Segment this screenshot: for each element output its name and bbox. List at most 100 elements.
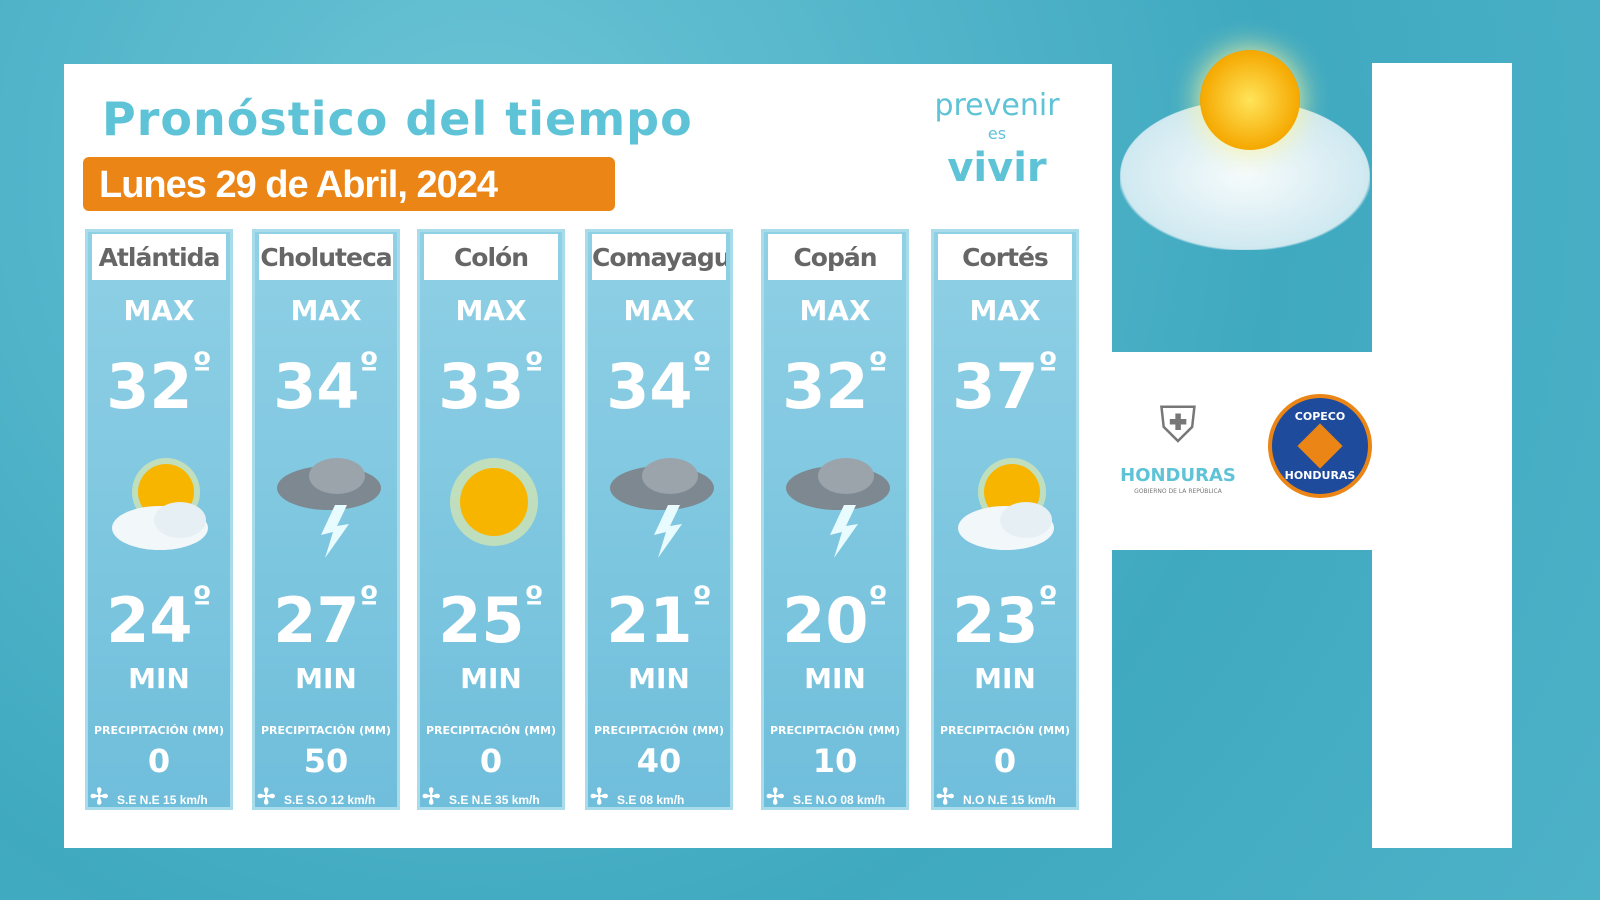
min-temperature: 23º — [934, 580, 1076, 657]
honduras-logo-text: HONDURAS — [1120, 465, 1236, 486]
min-label: MIN — [628, 662, 690, 695]
precipitation-value: 0 — [993, 742, 1017, 780]
max-value: 32 — [782, 350, 869, 423]
degree-sign: º — [524, 346, 544, 386]
precipitation-label: PRECIPITACIÓN (MM) — [939, 724, 1071, 737]
precipitation-label: PRECIPITACIÓN (MM) — [93, 724, 225, 737]
copeco-logo: COPECO HONDURAS — [1268, 394, 1372, 498]
min-temperature: 20º — [764, 580, 906, 657]
partly-sunny-icon — [110, 450, 214, 560]
degree-sign: º — [868, 580, 888, 620]
wind-icon: ✢ — [257, 784, 276, 809]
min-temperature: 24º — [88, 580, 230, 657]
department-column: Copán MAX 32º 20º MIN PRECIPITACIÓN (MM)… — [761, 229, 909, 810]
wind-icon: ✢ — [766, 784, 785, 809]
degree-sign: º — [192, 346, 212, 386]
max-label: MAX — [290, 294, 362, 327]
wind-icon: ✢ — [422, 784, 441, 809]
max-value: 33 — [438, 350, 525, 423]
thunderstorm-icon — [277, 450, 381, 560]
sun-decoration — [1200, 50, 1300, 150]
max-temperature: 34º — [255, 346, 397, 423]
partly-sunny-icon — [956, 450, 1060, 560]
min-label: MIN — [804, 662, 866, 695]
min-temperature: 21º — [588, 580, 730, 657]
max-temperature: 32º — [764, 346, 906, 423]
min-value: 23 — [952, 584, 1039, 657]
max-temperature: 32º — [88, 346, 230, 423]
degree-sign: º — [359, 580, 379, 620]
department-name: Comayagua — [592, 234, 726, 280]
precipitation-value: 10 — [812, 742, 858, 780]
wind-info: ✢ S.E N.E 35 km/h — [422, 786, 560, 808]
department-column: Cortés MAX 37 º 23º MIN PRECIPITACIÓN (MM… — [931, 229, 1079, 810]
degree-sign: º — [692, 580, 712, 620]
min-label: MIN — [460, 662, 522, 695]
department-name: Cortés — [938, 234, 1072, 280]
copeco-bottom-text: HONDURAS — [1284, 469, 1356, 482]
wind-text: S.E N.O 08 km/h — [793, 793, 886, 807]
precipitation-value: 40 — [636, 742, 682, 780]
degree-sign: º — [692, 346, 712, 386]
brand-line-3: vivir — [947, 145, 1047, 191]
max-temperature: 34º — [588, 346, 730, 423]
wind-icon: ✢ — [590, 784, 609, 809]
thunderstorm-icon — [786, 450, 890, 560]
department-name: Atlántida — [92, 234, 226, 280]
max-label: MAX — [799, 294, 871, 327]
precipitation-value: 0 — [147, 742, 171, 780]
brand-line-2: es — [987, 124, 1007, 143]
min-value: 24 — [106, 584, 193, 657]
department-name: Choluteca — [259, 234, 393, 280]
min-value: 27 — [273, 584, 360, 657]
wind-text: S.E N.E 15 km/h — [117, 793, 208, 807]
department-column: Colón MAX 33º 25º MIN PRECIPITACIÓN (MM)… — [417, 229, 565, 810]
honduras-logo-subtext: GOBIERNO DE LA REPÚBLICA — [1134, 488, 1222, 495]
min-value: 21 — [606, 584, 693, 657]
min-value: 25 — [438, 584, 525, 657]
wind-info: ✢ S.E N.E 15 km/h — [90, 786, 228, 808]
max-value: 37 — [952, 350, 1039, 423]
max-label: MAX — [455, 294, 527, 327]
wind-text: S.E S.O 12 km/h — [284, 793, 376, 807]
page-title: Pronóstico del tiempo — [102, 92, 693, 146]
degree-sign: º — [1038, 580, 1058, 620]
min-temperature: 25º — [420, 580, 562, 657]
degree-sign: º — [524, 580, 544, 620]
thunderstorm-icon — [610, 450, 714, 560]
min-label: MIN — [974, 662, 1036, 695]
max-label: MAX — [969, 294, 1041, 327]
sunny-icon — [442, 450, 546, 560]
precipitation-value: 50 — [303, 742, 349, 780]
max-label: MAX — [123, 294, 195, 327]
department-column: Comayagua MAX 34º 21º MIN PRECIPITACIÓN … — [585, 229, 733, 810]
prevenir-es-vivir-logo: prevenir es vivir — [922, 88, 1072, 192]
precipitation-value: 0 — [479, 742, 503, 780]
wind-text: S.E 08 km/h — [617, 793, 685, 807]
precipitation-label: PRECIPITACIÓN (MM) — [593, 724, 725, 737]
department-name: Colón — [424, 234, 558, 280]
max-value: 32 — [106, 350, 193, 423]
coat-of-arms-icon: ⛨ — [1159, 396, 1197, 454]
max-value: 34 — [606, 350, 693, 423]
precipitation-label: PRECIPITACIÓN (MM) — [425, 724, 557, 737]
honduras-logo: ⛨ HONDURAS GOBIERNO DE LA REPÚBLICA — [1118, 385, 1238, 497]
degree-sign: º — [868, 346, 888, 386]
max-label: MAX — [623, 294, 695, 327]
copeco-top-text: COPECO — [1294, 410, 1346, 423]
min-temperature: 27º — [255, 580, 397, 657]
wind-info: ✢ S.E S.O 12 km/h — [257, 786, 395, 808]
wind-info: ✢ N.O N.E 15 km/h — [936, 786, 1074, 808]
wind-icon: ✢ — [936, 784, 955, 809]
department-column: Choluteca MAX 34º 27º MIN PRECIPITACIÓN … — [252, 229, 400, 810]
wind-info: ✢ S.E 08 km/h — [590, 786, 728, 808]
brand-line-1: prevenir — [934, 88, 1060, 123]
date-banner: Lunes 29 de Abril, 2024 — [83, 157, 615, 211]
department-name: Copán — [768, 234, 902, 280]
wind-info: ✢ S.E N.O 08 km/h — [766, 786, 904, 808]
precipitation-label: PRECIPITACIÓN (MM) — [769, 724, 901, 737]
copeco-diamond — [1297, 423, 1343, 469]
min-label: MIN — [295, 662, 357, 695]
wind-text: S.E N.E 35 km/h — [449, 793, 540, 807]
max-temperature: 33º — [420, 346, 562, 423]
